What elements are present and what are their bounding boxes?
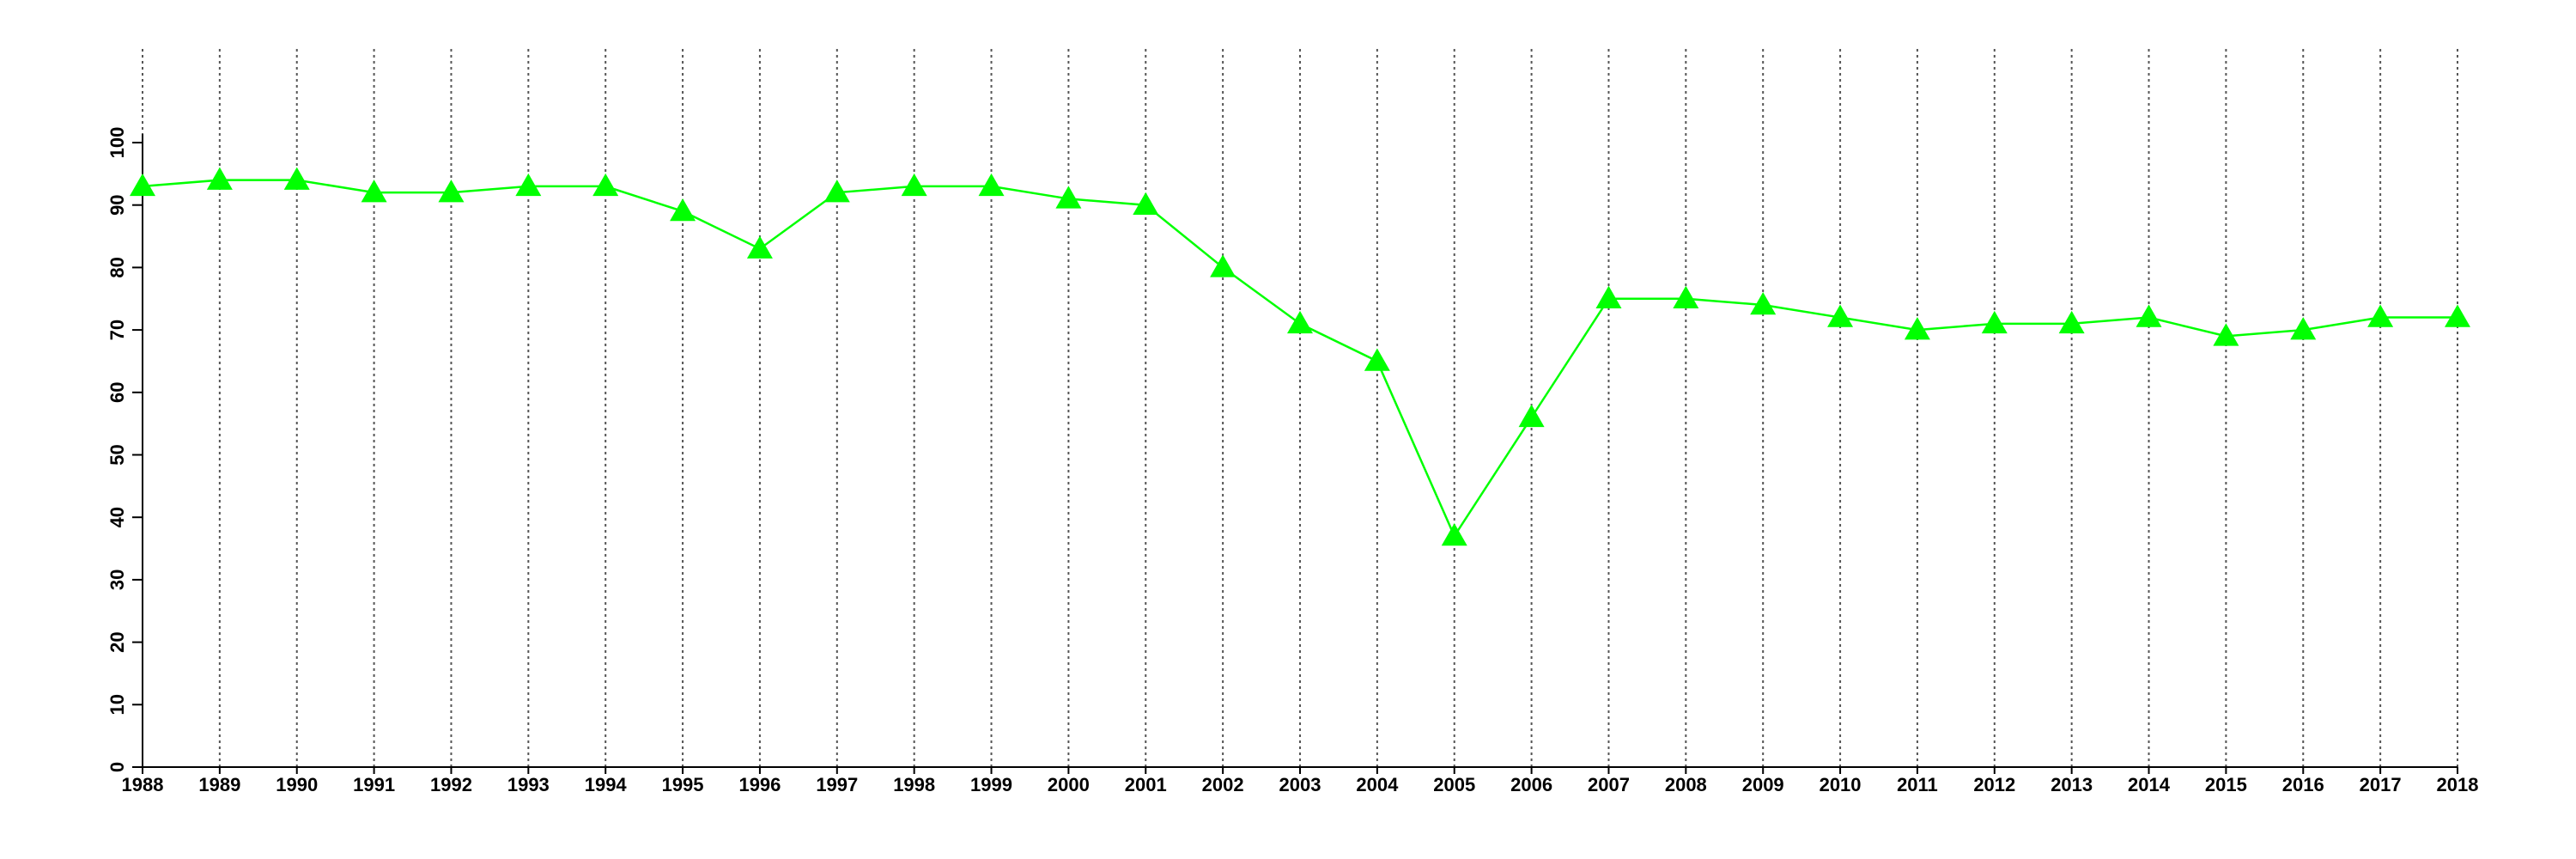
marker [361, 180, 387, 203]
marker [206, 167, 233, 190]
x-tick-label: 1996 [738, 774, 781, 795]
marker [1827, 304, 1854, 327]
marker [978, 173, 1005, 197]
x-tick-label: 2004 [1356, 774, 1399, 795]
x-tick-label: 1999 [970, 774, 1012, 795]
marker [130, 173, 155, 197]
x-tick-label: 1989 [198, 774, 240, 795]
y-tick-label: 20 [106, 631, 128, 652]
x-tick-label: 1994 [585, 774, 628, 795]
marker [1441, 523, 1467, 546]
marker [1981, 310, 2008, 334]
x-tick-label: 2008 [1665, 774, 1707, 795]
marker [592, 173, 619, 197]
x-tick-label: 2016 [2282, 774, 2324, 795]
y-tick-label: 0 [106, 762, 128, 772]
y-tick-label: 60 [106, 382, 128, 403]
marker [1673, 285, 1699, 308]
marker [1364, 348, 1390, 371]
marker [746, 235, 773, 259]
marker [2213, 323, 2239, 346]
x-tick-label: 1993 [507, 774, 550, 795]
y-tick-label: 80 [106, 257, 128, 277]
marker [2290, 317, 2317, 340]
marker [1133, 192, 1159, 215]
x-tick-label: 2012 [1973, 774, 2015, 795]
x-tick-label: 2007 [1588, 774, 1630, 795]
x-tick-label: 2006 [1510, 774, 1552, 795]
y-tick-label: 50 [106, 444, 128, 465]
x-tick-label: 2014 [2128, 774, 2171, 795]
x-tick-label: 2001 [1125, 774, 1167, 795]
marker [1287, 310, 1313, 334]
y-tick-label: 100 [106, 127, 128, 159]
marker [515, 173, 542, 197]
x-tick-label: 1997 [816, 774, 858, 795]
x-tick-label: 2003 [1279, 774, 1321, 795]
marker [2136, 304, 2162, 327]
marker [2445, 304, 2470, 327]
x-tick-label: 1990 [276, 774, 318, 795]
x-tick-label: 2009 [1742, 774, 1784, 795]
marker [283, 167, 310, 190]
x-tick-label: 2000 [1048, 774, 1090, 795]
marker [438, 180, 465, 203]
marker [901, 173, 927, 197]
x-tick-label: 1995 [662, 774, 704, 795]
marker [1595, 285, 1622, 308]
marker [1750, 292, 1777, 315]
y-tick-label: 30 [106, 570, 128, 590]
y-tick-label: 90 [106, 194, 128, 215]
marker [1904, 317, 1930, 340]
x-tick-label: 2015 [2205, 774, 2247, 795]
x-tick-label: 1992 [430, 774, 472, 795]
x-tick-label: 2017 [2360, 774, 2402, 795]
marker [2367, 304, 2394, 327]
x-tick-label: 2010 [1820, 774, 1862, 795]
x-tick-label: 2002 [1202, 774, 1244, 795]
y-tick-label: 10 [106, 694, 128, 715]
y-tick-label: 70 [106, 320, 128, 340]
x-tick-label: 1998 [893, 774, 935, 795]
x-tick-label: 2013 [2050, 774, 2093, 795]
marker [1055, 186, 1082, 209]
marker [823, 180, 850, 203]
marker [1210, 254, 1236, 277]
marker [2058, 310, 2085, 334]
marker [670, 198, 696, 222]
y-tick-label: 40 [106, 507, 128, 527]
x-tick-label: 1991 [353, 774, 395, 795]
x-tick-label: 2005 [1433, 774, 1475, 795]
x-tick-label: 2011 [1897, 774, 1938, 795]
x-tick-label: 1988 [122, 774, 164, 795]
x-tick-label: 2018 [2437, 774, 2479, 795]
marker [1518, 404, 1545, 428]
